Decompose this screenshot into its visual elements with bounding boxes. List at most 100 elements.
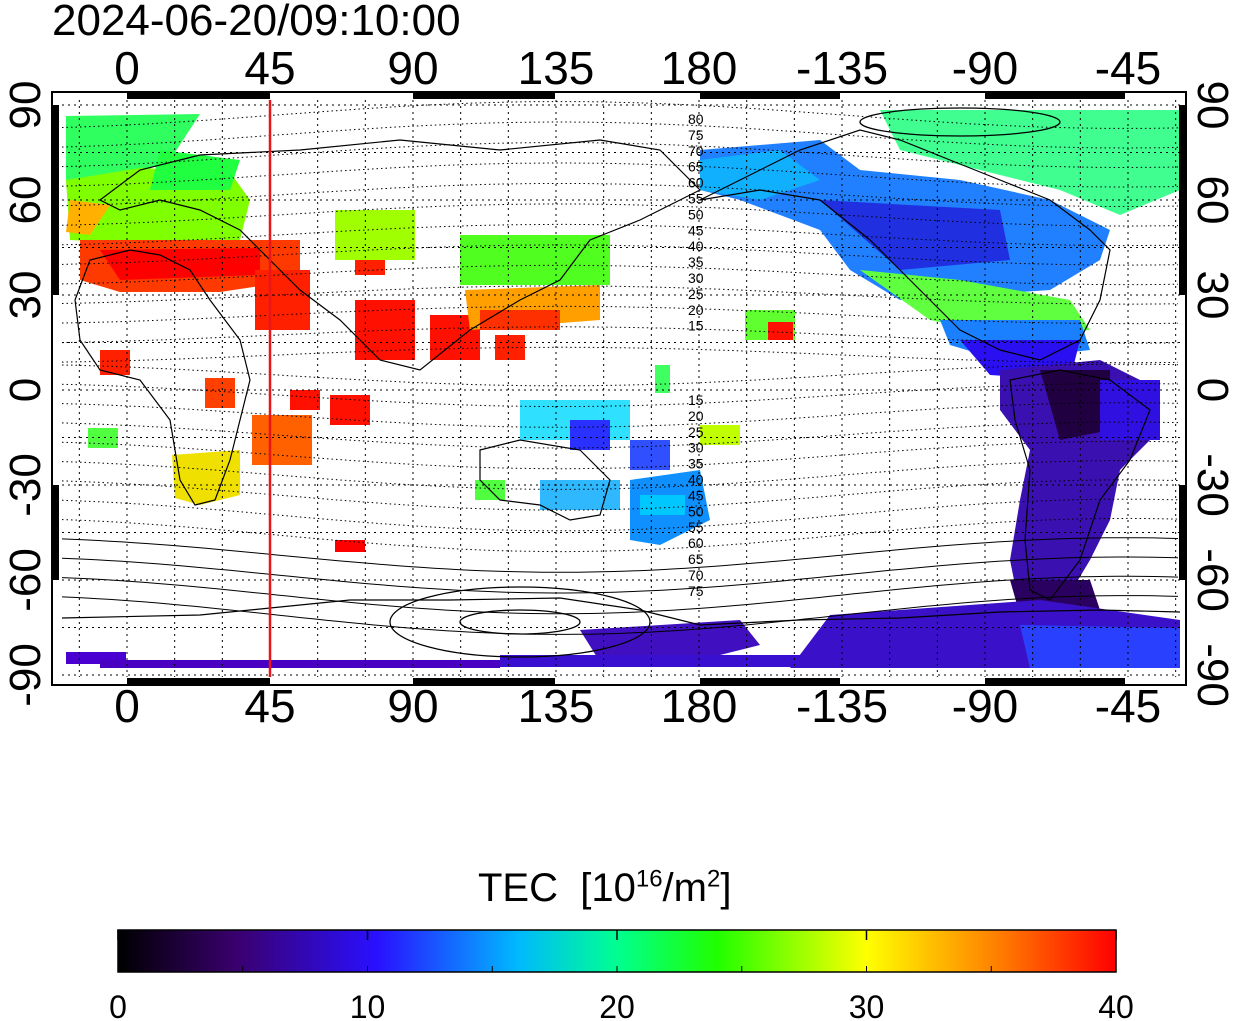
frame-bar-top <box>700 92 840 99</box>
frame-bar-bottom <box>985 678 1125 685</box>
left-lat-tick-label: -30 <box>1 453 50 517</box>
magnetic-contour <box>62 346 1179 364</box>
right-lat-tick-label: 90 <box>1188 81 1235 130</box>
contour-label-north: 55 <box>688 191 704 207</box>
contour-label-south: 65 <box>688 551 704 567</box>
contour-label-north: 15 <box>688 318 704 334</box>
magnetic-contour <box>62 460 1179 490</box>
magnetic-contour <box>62 479 1179 511</box>
bottom-lon-tick-label: 135 <box>518 680 595 732</box>
top-lon-tick-label: 90 <box>387 42 438 94</box>
bottom-lon-tick-label: 45 <box>244 680 295 732</box>
frame-bar-right <box>1179 105 1186 295</box>
frame-bar-top <box>127 92 270 99</box>
right-lat-tick-label: 30 <box>1188 271 1235 320</box>
top-lon-tick-label: 180 <box>661 42 738 94</box>
contour-label-south: 60 <box>688 535 704 551</box>
left-lat-tick-label: 0 <box>1 378 50 402</box>
frame-bar-right <box>1179 485 1186 580</box>
contour-label-south: 30 <box>688 440 704 456</box>
frame-bar-left <box>52 485 59 580</box>
magnetic-pole-contour <box>859 107 1061 137</box>
magnetic-contour <box>62 556 1179 594</box>
left-lat-tick-label: 30 <box>1 271 50 320</box>
colorbar-unit-mid: /m <box>662 866 707 910</box>
magnetic-contour <box>62 421 1179 449</box>
magnetic-contour <box>62 383 1179 407</box>
left-lat-tick-label: 60 <box>1 176 50 225</box>
frame-bar-top <box>413 92 555 99</box>
magnetic-contour <box>62 537 1179 573</box>
magnetic-contour <box>62 517 1179 553</box>
left-lat-tick-label: -90 <box>1 643 50 707</box>
contour-label-south: 55 <box>688 519 704 535</box>
contour-label-south: 50 <box>688 503 704 519</box>
contour-label-south: 40 <box>688 472 704 488</box>
frame-bar-bottom <box>700 678 840 685</box>
axis-tick-labels: 0 45 90 135 180 -135 -90 -45 0 45 90 135 180 -135 -90 -… <box>1 42 1235 732</box>
top-lon-tick-label: 135 <box>518 42 595 94</box>
contour-label-north: 70 <box>688 143 704 159</box>
top-lon-tick-label: -90 <box>952 42 1018 94</box>
colorbar-tick-label: 20 <box>599 989 635 1021</box>
bottom-lon-tick-label: 0 <box>114 680 140 732</box>
magnetic-contour <box>62 498 1179 532</box>
contour-label-north: 40 <box>688 238 704 254</box>
bottom-lon-tick-label: 180 <box>661 680 738 732</box>
colorbar-unit-exponent: 16 <box>635 865 663 893</box>
contour-label-north: 35 <box>688 254 704 270</box>
magnetic-contour <box>62 575 1179 615</box>
contour-labels: 8075706560555045403530252015152025303540… <box>688 111 704 599</box>
colorbar-title: TEC [1016/m2] <box>478 866 731 911</box>
map-frame-ticks <box>52 92 1186 685</box>
contour-label-north: 50 <box>688 206 704 222</box>
colorbar-tick-label: 10 <box>350 989 386 1021</box>
magnetic-pole-contour <box>459 609 581 635</box>
bottom-lon-tick-label: -90 <box>952 680 1018 732</box>
contour-label-north: 30 <box>688 270 704 286</box>
contour-label-north: 75 <box>688 127 704 143</box>
coastlines <box>62 129 1180 626</box>
contour-label-north: 80 <box>688 111 704 127</box>
magnetic-contour <box>62 363 1179 387</box>
magnetic-contour <box>62 101 1179 129</box>
magnetic-contour <box>62 595 1179 635</box>
magnetic-contour <box>62 162 1179 188</box>
contour-label-south: 15 <box>688 392 704 408</box>
colorbar-tick-label: 40 <box>1098 989 1134 1021</box>
magnetic-contour <box>62 402 1179 428</box>
colorbar-unit-close: ] <box>720 866 732 910</box>
contour-label-north: 60 <box>688 175 704 191</box>
magnetic-contour <box>62 440 1179 470</box>
magnetic-contour <box>62 203 1179 227</box>
contour-label-south: 75 <box>688 583 704 599</box>
right-lat-tick-label: -90 <box>1188 643 1235 707</box>
bottom-lon-tick-label: -135 <box>796 680 888 732</box>
contour-label-south: 20 <box>688 408 704 424</box>
magnetic-contours <box>62 101 1179 658</box>
magnetic-contour <box>62 121 1179 149</box>
timestamp-label: 2024-06-20/09:10:00 <box>52 0 461 45</box>
left-lat-tick-label: 90 <box>1 81 50 130</box>
magnetic-contour <box>62 223 1179 247</box>
frame-bar-left <box>52 105 59 295</box>
magnetic-contour <box>62 264 1179 286</box>
colorbar-tick-label: 0 <box>109 989 127 1021</box>
right-lat-tick-label: 60 <box>1188 176 1235 225</box>
magnetic-contour <box>62 326 1179 344</box>
top-lon-tick-label: 45 <box>244 42 295 94</box>
right-lat-tick-label: 0 <box>1188 378 1235 402</box>
magnetic-pole-contour <box>389 586 651 658</box>
right-lat-tick-label: -30 <box>1188 453 1235 517</box>
contour-label-north: 25 <box>688 286 704 302</box>
contour-label-south: 35 <box>688 456 704 472</box>
bottom-lon-tick-label: -45 <box>1095 680 1161 732</box>
colorbar-tick-label: 30 <box>849 989 885 1021</box>
magnetic-contour <box>62 305 1179 325</box>
contour-label-south: 70 <box>688 567 704 583</box>
top-lon-tick-label: -135 <box>796 42 888 94</box>
grid-lines <box>62 100 1180 677</box>
bottom-lon-tick-label: 90 <box>387 680 438 732</box>
contour-label-north: 20 <box>688 302 704 318</box>
magnetic-contour <box>62 183 1179 207</box>
